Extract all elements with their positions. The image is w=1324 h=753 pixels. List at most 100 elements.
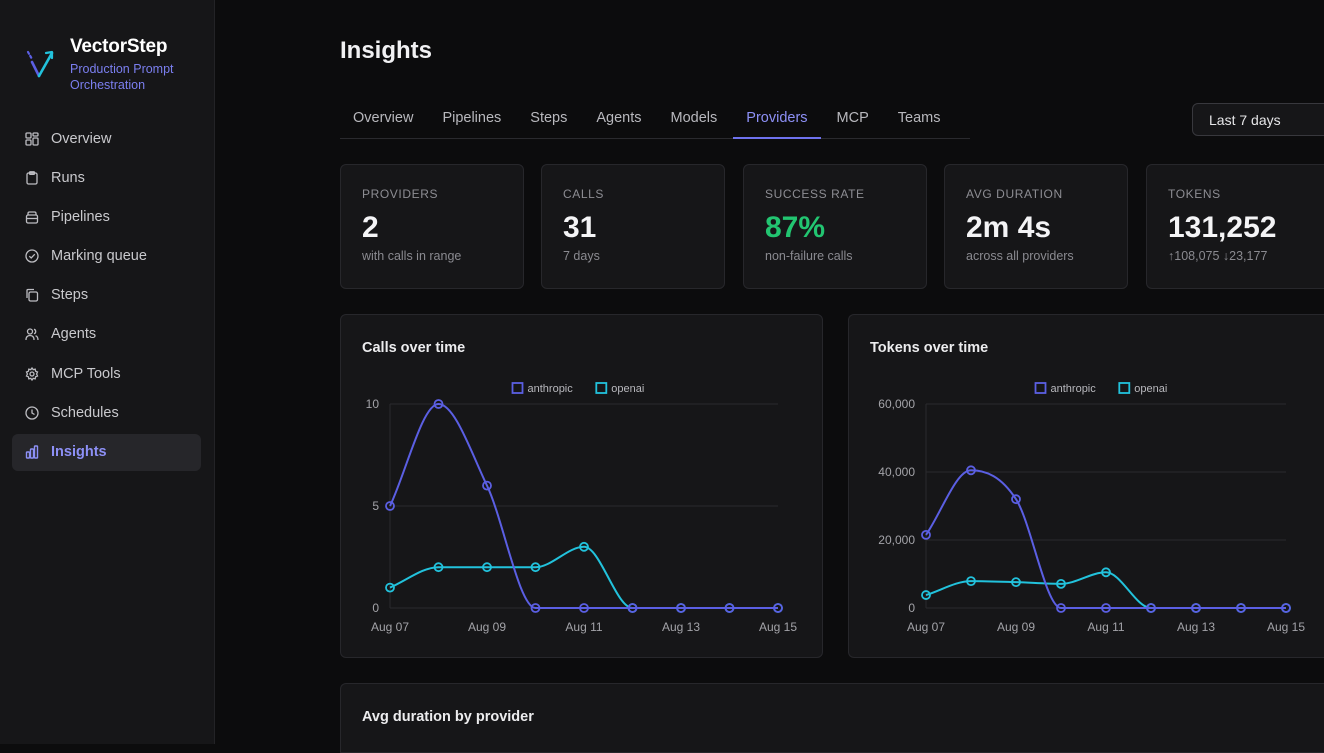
stat-card-success-rate: SUCCESS RATE 87% non-failure calls [743, 164, 927, 289]
data-point-anthropic[interactable] [433, 399, 444, 409]
stat-card-tokens: TOKENS 131,252 ↑108,075 ↓23,177 [1146, 164, 1324, 289]
data-point-anthropic[interactable] [1146, 603, 1156, 613]
stat-card-avg-duration: AVG DURATION 2m 4s across all providers [944, 164, 1128, 289]
data-point-openai[interactable] [530, 562, 541, 573]
data-point-openai[interactable] [385, 582, 395, 593]
x-tick-label: Aug 15 [1267, 620, 1305, 634]
stat-value: 131,252 [1168, 211, 1277, 244]
tokens-over-time-card: Tokens over time 0 20,000 40,000 60,000 Aug … [848, 314, 1324, 658]
legend-label[interactable]: openai [611, 383, 644, 395]
x-tick-label: Aug 13 [662, 620, 700, 634]
x-tick-label: Aug 11 [565, 620, 602, 634]
data-point-anthropic[interactable] [627, 603, 638, 613]
data-point-anthropic[interactable] [1101, 603, 1111, 613]
y-tick-label: 20,000 [878, 533, 915, 547]
page-title: Insights [340, 37, 433, 64]
chart-title: Tokens over time [870, 340, 989, 356]
data-point-anthropic[interactable] [1236, 603, 1246, 613]
data-point-openai[interactable] [1056, 578, 1066, 589]
x-tick-label: Aug 15 [759, 620, 797, 634]
layers-icon [25, 210, 39, 224]
sidebar-item-label: Steps [51, 287, 89, 304]
data-point-openai[interactable] [1101, 567, 1111, 578]
stat-card-calls: CALLS 31 7 days [541, 164, 725, 289]
tab-mcp[interactable]: MCP [836, 110, 869, 126]
data-point-openai[interactable] [579, 541, 589, 552]
tab-overview[interactable]: Overview [353, 110, 414, 126]
stat-label: SUCCESS RATE [765, 187, 865, 201]
x-tick-label: Aug 11 [1087, 620, 1124, 634]
brand[interactable]: VectorStep Production Prompt Orchestrati… [26, 36, 190, 93]
tab-models[interactable]: Models [670, 110, 718, 126]
legend-swatch [511, 382, 524, 394]
data-point-anthropic[interactable] [1191, 603, 1201, 613]
data-point-openai[interactable] [921, 590, 931, 600]
data-point-anthropic[interactable] [1281, 603, 1291, 613]
copy-icon [25, 288, 39, 302]
bar-chart-icon [25, 445, 39, 459]
data-point-anthropic[interactable] [724, 603, 735, 613]
data-point-anthropic[interactable] [966, 465, 976, 476]
stat-label: CALLS [563, 187, 605, 201]
stat-value: 87% [765, 211, 826, 244]
y-tick-label: 40,000 [878, 465, 915, 479]
series-line-anthropic [389, 402, 778, 609]
stat-value: 2m 4s [966, 211, 1052, 244]
sidebar-item-label: Schedules [51, 404, 119, 421]
brand-tagline: Production Prompt Orchestration [70, 62, 174, 92]
tab-pipelines[interactable]: Pipelines [442, 110, 502, 126]
chart-title: Calls over time [362, 340, 466, 356]
sidebar-item-label: Insights [51, 444, 107, 460]
stat-subtext: non-failure calls [765, 249, 853, 263]
sidebar: VectorStep Production Prompt Orchestrati… [0, 0, 215, 744]
tab-providers[interactable]: Providers [733, 100, 821, 139]
tab-teams[interactable]: Teams [897, 110, 941, 126]
sidebar-item-insights[interactable]: Insights [12, 433, 201, 471]
y-tick-label: 0 [908, 601, 915, 615]
data-point-anthropic[interactable] [1056, 603, 1066, 613]
data-point-openai[interactable] [966, 576, 976, 587]
sidebar-item-schedules[interactable]: Schedules [12, 394, 201, 431]
x-tick-label: Aug 09 [997, 620, 1035, 634]
data-point-anthropic[interactable] [385, 501, 395, 511]
sidebar-item-label: Agents [51, 326, 97, 343]
stat-label: PROVIDERS [362, 187, 439, 201]
sidebar-item-label: Marking queue [51, 248, 147, 265]
data-point-anthropic[interactable] [676, 603, 686, 613]
data-point-anthropic[interactable] [579, 603, 589, 613]
sidebar-item-label: Runs [51, 169, 85, 186]
date-range-select[interactable]: Last 7 days ⌵ [1192, 103, 1324, 136]
y-tick-label: 0 [372, 601, 379, 615]
sidebar-item-pipelines[interactable]: Pipelines [12, 198, 201, 235]
data-point-anthropic[interactable] [921, 529, 931, 540]
x-tick-label: Aug 07 [371, 620, 409, 634]
data-point-openai[interactable] [433, 562, 444, 573]
date-range-value: Last 7 days [1209, 112, 1281, 128]
tab-steps[interactable]: Steps [530, 110, 568, 126]
stat-subtext: ↑108,075 ↓23,177 [1168, 249, 1268, 263]
sidebar-item-mcp-tools[interactable]: MCP Tools [12, 355, 201, 392]
series-line-openai [389, 545, 778, 609]
legend-label[interactable]: openai [1134, 383, 1167, 395]
data-point-anthropic[interactable] [482, 480, 492, 491]
sidebar-item-label: Pipelines [51, 208, 110, 225]
data-point-anthropic[interactable] [1011, 494, 1021, 505]
legend-label[interactable]: anthropic [528, 383, 574, 395]
stat-subtext: across all providers [966, 249, 1074, 263]
data-point-anthropic[interactable] [530, 603, 541, 613]
sidebar-item-agents[interactable]: Agents [12, 316, 201, 353]
avg-duration-card: Avg duration by provider [340, 683, 1324, 753]
data-point-openai[interactable] [482, 562, 492, 573]
sidebar-item-steps[interactable]: Steps [12, 277, 201, 314]
sidebar-item-marking-queue[interactable]: Marking queue [12, 238, 201, 275]
legend-label[interactable]: anthropic [1051, 383, 1097, 395]
data-point-anthropic[interactable] [773, 603, 783, 613]
data-point-openai[interactable] [1011, 577, 1021, 588]
vectorstep-logo-icon [26, 50, 54, 78]
insights-tabs: Overview Pipelines Steps Agents Models P… [340, 100, 970, 139]
legend-swatch [1118, 382, 1131, 394]
sidebar-item-runs[interactable]: Runs [12, 159, 201, 196]
series-line-anthropic [925, 469, 1286, 609]
tab-agents[interactable]: Agents [596, 110, 642, 126]
sidebar-item-overview[interactable]: Overview [12, 120, 201, 157]
